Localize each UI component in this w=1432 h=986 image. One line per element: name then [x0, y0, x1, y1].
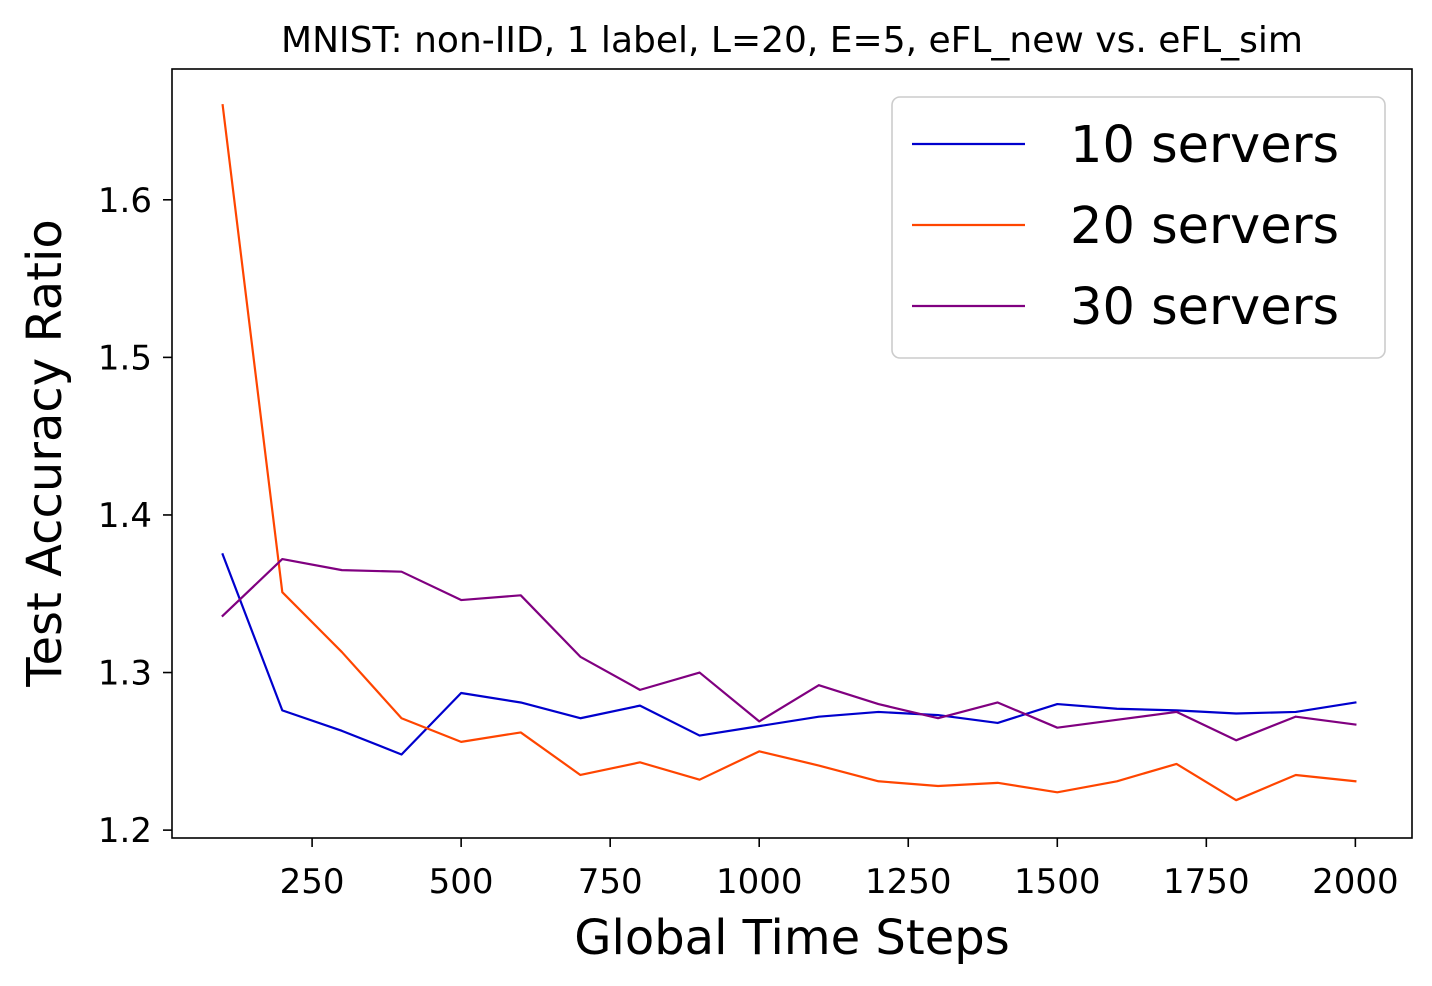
y-tick-label: 1.4 [98, 496, 152, 536]
x-tick-label: 500 [429, 862, 494, 902]
x-tick-label: 1000 [716, 862, 803, 902]
y-tick-label: 1.2 [98, 811, 152, 851]
legend-label: 30 servers [1070, 278, 1339, 337]
y-axis-label: Test Accuracy Ratio [17, 219, 73, 687]
y-tick-label: 1.3 [98, 654, 152, 694]
chart-title: MNIST: non-IID, 1 label, L=20, E=5, eFL_… [281, 20, 1303, 61]
legend: 10 servers 20 servers 30 servers [891, 96, 1386, 359]
series-layer [221, 104, 1357, 802]
plot-frame [171, 68, 1413, 839]
x-tick-label: 1750 [1163, 862, 1250, 902]
series-line-1 [221, 552, 1357, 756]
legend-label: 20 servers [1070, 197, 1339, 256]
legend-box [891, 96, 1386, 359]
y-tick-label: 1.5 [98, 338, 152, 378]
x-tick-label: 750 [578, 862, 643, 902]
y-tick-label: 1.6 [98, 181, 152, 221]
x-tick-label: 1500 [1014, 862, 1101, 902]
series-line-2 [221, 104, 1357, 802]
x-axis-label: Global Time Steps [574, 910, 1009, 966]
legend-label: 10 servers [1070, 116, 1339, 175]
x-tick-label: 2000 [1312, 862, 1399, 902]
x-tick-label: 1250 [865, 862, 952, 902]
y-axis-ticks: 1.2 1.3 1.4 1.5 1.6 [98, 181, 172, 851]
x-axis-ticks: 250 500 750 1000 1250 1500 1750 2000 [280, 838, 1399, 902]
series-line-3 [221, 557, 1357, 742]
x-tick-label: 250 [280, 862, 345, 902]
